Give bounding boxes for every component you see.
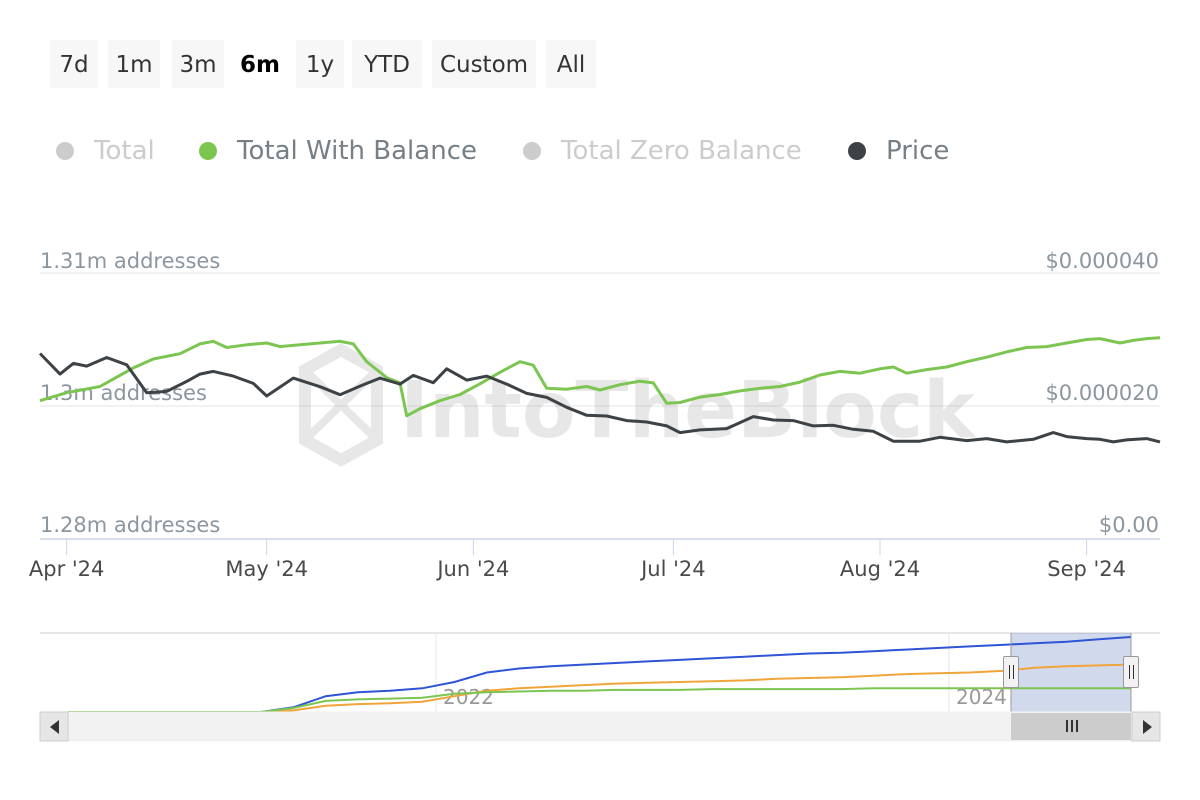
y-right-tick-label: $0.000040 — [1045, 249, 1159, 273]
scrollbar-track[interactable] — [39, 711, 1161, 742]
navigator-left-handle[interactable] — [1003, 656, 1019, 688]
watermark-logo: IntoTheBlock — [299, 343, 977, 467]
navigator-right-handle[interactable] — [1123, 656, 1139, 688]
range-button-custom[interactable]: Custom — [432, 40, 536, 88]
navigator-selected-range — [1011, 633, 1131, 712]
x-tick-label: May '24 — [225, 557, 308, 581]
range-button-6m[interactable]: 6m — [234, 40, 286, 88]
series-line-price — [38, 352, 1161, 444]
series-line-total-with-balance — [39, 336, 1161, 418]
y-left-tick-label: 1.3m addresses — [40, 381, 207, 405]
legend-dot-icon — [56, 142, 74, 160]
scrollbar-right-button[interactable] — [1131, 711, 1161, 742]
range-button-1y[interactable]: 1y — [296, 40, 344, 88]
handle-grip-icon — [1129, 665, 1130, 679]
range-button-ytd[interactable]: YTD — [352, 40, 422, 88]
scrollbar-grip-icon — [1066, 720, 1078, 732]
arrow-left-icon — [50, 720, 59, 734]
navigator-series-line — [68, 636, 1132, 713]
watermark-text: IntoTheBlock — [400, 366, 977, 456]
scrollbar-thumb[interactable] — [1011, 713, 1131, 740]
navigator-tick-label: 2022 — [443, 685, 494, 709]
legend-dot-icon — [199, 142, 217, 160]
range-button-7d[interactable]: 7d — [50, 40, 98, 88]
navigator-tick-label: 2024 — [956, 685, 1007, 709]
x-tick-label: Aug '24 — [840, 557, 920, 581]
legend-dot-icon — [523, 142, 541, 160]
navigator-series-line — [68, 663, 1132, 713]
range-button-3m[interactable]: 3m — [172, 40, 224, 88]
handle-grip-icon — [1009, 665, 1010, 679]
y-right-tick-label: $0.000020 — [1045, 381, 1159, 405]
y-left-tick-label: 1.28m addresses — [40, 513, 220, 537]
y-right-tick-label: $0.00 — [1099, 513, 1159, 537]
legend-dot-icon — [848, 142, 866, 160]
arrow-right-icon — [1143, 720, 1152, 734]
range-button-all[interactable]: All — [546, 40, 596, 88]
x-tick-label: Jul '24 — [639, 557, 706, 581]
handle-grip-icon — [1013, 665, 1014, 679]
handle-grip-icon — [1133, 665, 1134, 679]
x-tick-label: Sep '24 — [1047, 557, 1126, 581]
x-tick-label: Apr '24 — [29, 557, 105, 581]
range-button-1m[interactable]: 1m — [108, 40, 160, 88]
scrollbar-left-button[interactable] — [39, 711, 69, 742]
navigator-series-line — [68, 687, 1131, 713]
x-tick-label: Jun '24 — [435, 557, 509, 581]
y-left-tick-label: 1.31m addresses — [40, 249, 220, 273]
